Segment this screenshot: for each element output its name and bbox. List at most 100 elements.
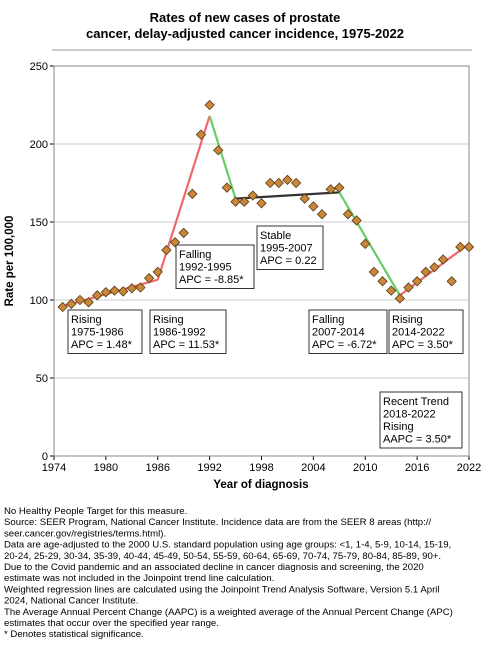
- data-point: [368, 266, 380, 278]
- data-point: [386, 285, 397, 296]
- footnote: The Average Annual Percent Change (AAPC)…: [4, 607, 453, 618]
- footnote: 20-24, 25-29, 30-34, 35-39, 40-44, 45-49…: [4, 551, 441, 562]
- data-point: [204, 99, 215, 111]
- data-point: [135, 282, 146, 293]
- y-tick-label: 150: [30, 217, 48, 229]
- chart-title: cancer, delay-adjusted cancer incidence,…: [86, 26, 404, 41]
- annotation-text: Stable: [260, 230, 291, 242]
- data-point: [334, 182, 345, 193]
- data-point: [446, 276, 457, 287]
- data-point: [325, 184, 336, 195]
- data-point: [92, 290, 103, 301]
- data-point: [273, 177, 284, 189]
- annotation-text: Rising: [71, 314, 102, 326]
- data-point: [360, 238, 371, 250]
- annotation-text: Falling: [312, 314, 344, 326]
- x-tick-label: 2016: [405, 462, 429, 474]
- annotation-text: 2007-2014: [312, 327, 365, 339]
- x-tick-label: 1974: [42, 462, 66, 474]
- annotation-box: [388, 309, 464, 354]
- annotation-text: 2014-2022: [392, 327, 445, 339]
- annotation-text: 1975-1986: [71, 327, 124, 339]
- data-point: [264, 177, 276, 189]
- x-tick-label: 2022: [457, 462, 481, 474]
- data-point: [420, 266, 431, 278]
- footnote: Due to the Covid pandemic and an associa…: [4, 562, 424, 573]
- data-point: [66, 298, 77, 310]
- footnote: 2024, National Cancer Institute.: [4, 596, 138, 607]
- data-point: [143, 272, 155, 284]
- annotation-box: [149, 309, 227, 354]
- data-point: [118, 286, 129, 297]
- x-axis-label: Year of diagnosis: [213, 479, 308, 491]
- annotation-text: 1986-1992: [153, 327, 206, 339]
- data-point: [221, 182, 233, 193]
- data-point: [377, 276, 388, 287]
- data-point: [429, 262, 440, 273]
- data-point: [256, 198, 267, 209]
- data-point: [100, 287, 112, 298]
- data-point: [74, 294, 86, 306]
- annotation-text: APC = 1.48*: [71, 339, 133, 351]
- annotation-text: Falling: [179, 249, 211, 261]
- annotation-text: AAPC = 3.50*: [383, 434, 452, 446]
- annotation-text: Rising: [153, 314, 184, 326]
- data-point: [152, 266, 163, 278]
- footnote: Data are age-adjusted to the 2000 U.S. s…: [4, 540, 451, 551]
- data-point: [308, 201, 319, 212]
- y-tick-label: 250: [30, 61, 48, 73]
- data-point: [109, 285, 120, 296]
- annotation-box: [379, 391, 463, 449]
- footnote: * Denotes statistical significance.: [4, 629, 144, 640]
- data-point: [247, 190, 259, 201]
- data-point: [161, 244, 172, 256]
- data-point: [83, 297, 94, 308]
- annotation-text: APC = -6.72*: [312, 339, 377, 351]
- data-point: [463, 241, 475, 253]
- x-tick-label: 1992: [197, 462, 221, 474]
- footnote: estimates that occur over the specified …: [4, 618, 219, 629]
- y-tick-label: 200: [30, 139, 48, 151]
- y-tick-label: 0: [42, 451, 48, 463]
- data-point: [195, 129, 207, 140]
- x-tick-label: 2004: [301, 462, 325, 474]
- y-tick-label: 100: [30, 295, 48, 307]
- data-point: [239, 196, 250, 207]
- data-point: [455, 241, 466, 253]
- annotation-box: [67, 309, 143, 354]
- footnote: seer.cancer.gov/registries/terms.html).: [4, 528, 166, 539]
- x-tick-label: 1986: [146, 462, 170, 474]
- data-point: [342, 209, 354, 220]
- annotation-box: [256, 225, 324, 270]
- annotation-text: 1995-2007: [260, 243, 313, 255]
- y-axis-label: Rate per 100,000: [4, 216, 16, 307]
- annotation-text: 1992-1995: [179, 262, 232, 274]
- y-tick-label: 50: [36, 373, 48, 385]
- x-tick-label: 1980: [94, 462, 118, 474]
- annotation-text: APC = 0.22: [260, 255, 317, 267]
- data-point: [178, 227, 189, 239]
- data-point: [437, 254, 449, 265]
- chart-title: Rates of new cases of prostate: [150, 10, 341, 25]
- footnote: No Healthy People Target for this measur…: [4, 506, 187, 517]
- annotation-text: Rising: [383, 421, 414, 433]
- x-tick-label: 1998: [249, 462, 273, 474]
- footnote: Weighted regression lines are calculated…: [4, 584, 440, 595]
- data-point: [394, 293, 405, 304]
- annotation-text: APC = 3.50*: [392, 339, 454, 351]
- data-point: [213, 145, 224, 156]
- data-point: [230, 196, 241, 207]
- annotation-text: APC = 11.53*: [153, 339, 220, 351]
- annotation-text: Recent Trend: [383, 396, 449, 408]
- data-point: [316, 209, 328, 220]
- data-point: [351, 215, 362, 226]
- footnote: estimate was not included in the Joinpoi…: [4, 573, 274, 584]
- annotation-box: [308, 309, 388, 354]
- annotation-text: 2018-2022: [383, 409, 436, 421]
- plot-frame: [53, 65, 470, 457]
- annotation-text: Rising: [392, 314, 423, 326]
- data-point: [57, 301, 68, 313]
- footnote: Source: SEER Program, National Cancer In…: [4, 517, 431, 528]
- annotation-text: APC = -8.85*: [179, 274, 244, 286]
